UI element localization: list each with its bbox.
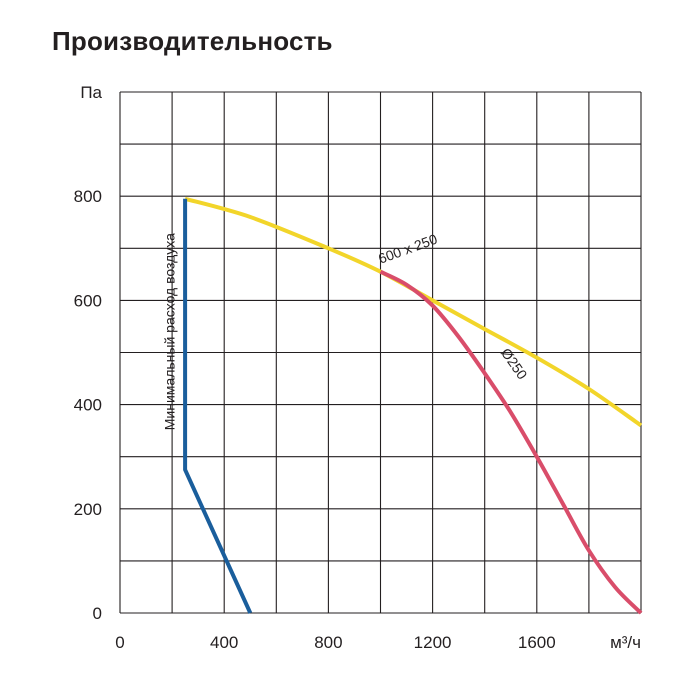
label-min-airflow: Минимальный расход воздуха xyxy=(162,233,178,430)
label-600x250: 600 x 250 xyxy=(376,231,439,267)
x-tick-label: 800 xyxy=(314,633,342,652)
y-tick-label: 800 xyxy=(74,187,102,206)
series-lines xyxy=(183,196,643,615)
y-tick-label: 0 xyxy=(93,604,102,623)
x-tick-label: 400 xyxy=(210,633,238,652)
y-axis-unit-label: Па xyxy=(80,83,102,102)
chart-title: Производительность xyxy=(52,26,333,56)
x-tick-label: 1200 xyxy=(414,633,452,652)
series-600x250-line xyxy=(184,196,643,428)
x-tick-label: 1600 xyxy=(518,633,556,652)
grid xyxy=(119,91,642,614)
tick-labels: 0 400 800 1200 1600 0 200 400 600 800 Па м³/ч xyxy=(74,83,641,652)
x-tick-label: 0 xyxy=(115,633,124,652)
series-min-airflow-line xyxy=(183,198,253,614)
y-tick-label: 200 xyxy=(74,500,102,519)
y-tick-label: 400 xyxy=(74,396,102,415)
y-tick-label: 600 xyxy=(74,291,102,310)
x-axis-unit-label: м³/ч xyxy=(610,633,641,652)
series-d250-line xyxy=(379,269,643,615)
